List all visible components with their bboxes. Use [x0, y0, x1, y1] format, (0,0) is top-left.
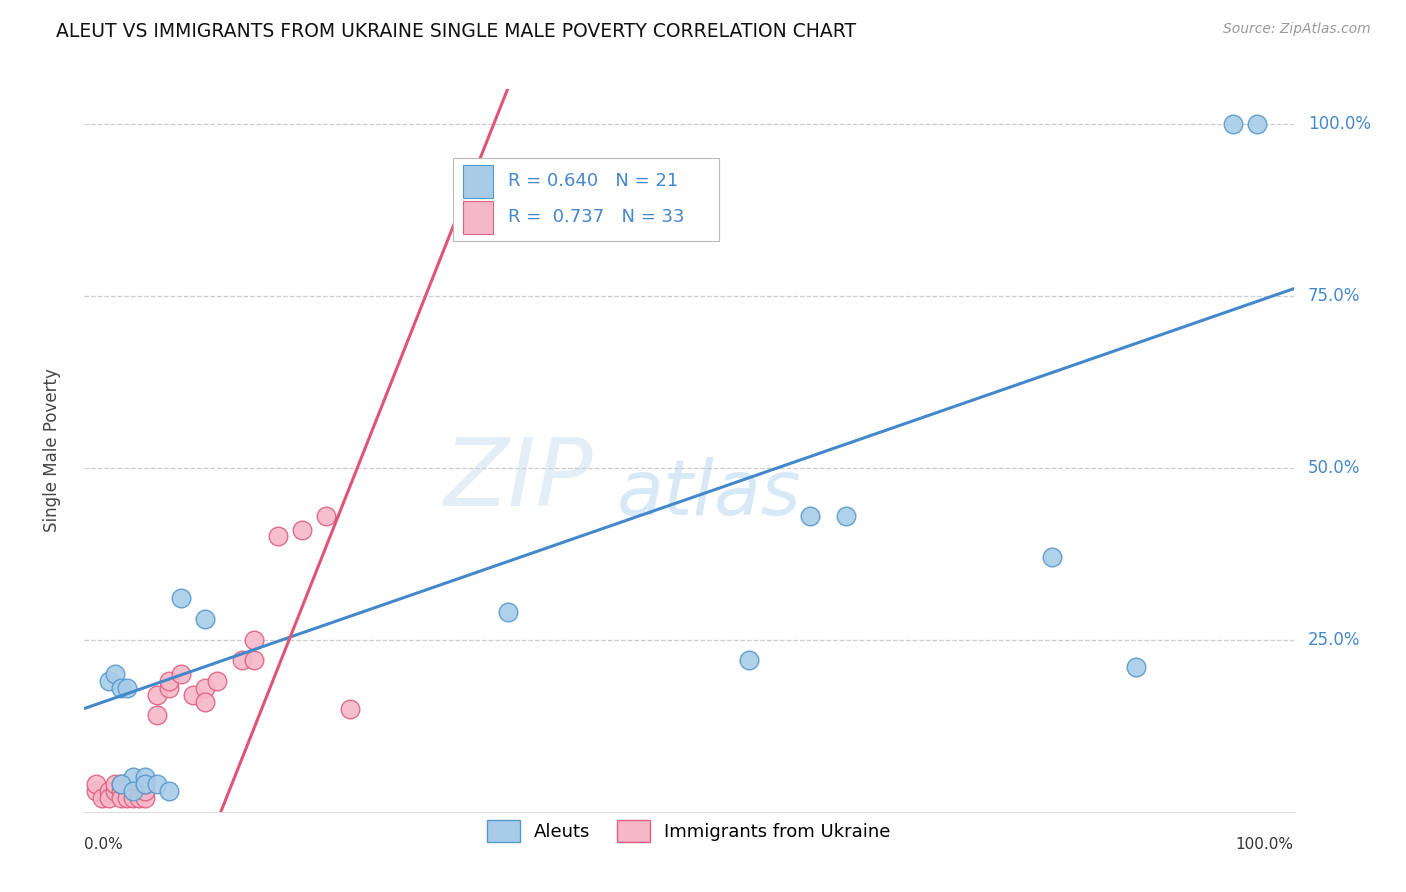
Text: 25.0%: 25.0%: [1308, 631, 1361, 648]
Point: [97, 784, 120, 798]
Text: R = 0.640   N = 21: R = 0.640 N = 21: [508, 172, 678, 190]
Point: [799, 508, 821, 523]
Point: [1040, 550, 1063, 565]
Point: [91, 791, 114, 805]
Point: [121, 784, 143, 798]
Text: 100.0%: 100.0%: [1236, 837, 1294, 852]
Text: 0.0%: 0.0%: [84, 837, 124, 852]
Point: [134, 770, 156, 784]
Point: [835, 508, 858, 523]
Point: [157, 784, 180, 798]
Text: 100.0%: 100.0%: [1308, 114, 1371, 133]
FancyBboxPatch shape: [463, 165, 494, 197]
Point: [496, 605, 519, 619]
Point: [181, 688, 204, 702]
Point: [146, 777, 169, 791]
Point: [157, 673, 180, 688]
Text: atlas: atlas: [616, 457, 801, 531]
Point: [134, 784, 156, 798]
FancyBboxPatch shape: [463, 202, 494, 234]
Point: [86, 784, 108, 798]
Point: [86, 777, 108, 791]
Point: [134, 777, 156, 791]
Point: [242, 653, 264, 667]
Point: [110, 777, 132, 791]
Point: [170, 667, 193, 681]
Point: [121, 770, 143, 784]
Point: [121, 791, 143, 805]
Point: [104, 667, 127, 681]
Point: [146, 708, 169, 723]
Point: [291, 523, 314, 537]
Point: [110, 681, 132, 695]
Point: [104, 777, 127, 791]
Text: ZIP: ZIP: [443, 434, 592, 524]
Text: ALEUT VS IMMIGRANTS FROM UKRAINE SINGLE MALE POVERTY CORRELATION CHART: ALEUT VS IMMIGRANTS FROM UKRAINE SINGLE …: [56, 22, 856, 41]
Point: [121, 784, 143, 798]
Point: [115, 681, 138, 695]
Y-axis label: Single Male Poverty: Single Male Poverty: [42, 368, 60, 533]
Text: R =  0.737   N = 33: R = 0.737 N = 33: [508, 209, 685, 227]
Point: [115, 791, 138, 805]
Text: 75.0%: 75.0%: [1308, 286, 1361, 305]
Point: [134, 777, 156, 791]
Point: [128, 791, 150, 805]
Point: [104, 784, 127, 798]
Point: [134, 791, 156, 805]
Point: [194, 681, 217, 695]
Point: [157, 681, 180, 695]
Point: [207, 673, 229, 688]
Point: [97, 791, 120, 805]
Point: [110, 784, 132, 798]
Point: [170, 591, 193, 606]
Point: [242, 632, 264, 647]
Legend: Aleuts, Immigrants from Ukraine: Aleuts, Immigrants from Ukraine: [479, 814, 898, 850]
Point: [194, 695, 217, 709]
Point: [1125, 660, 1147, 674]
Point: [267, 529, 290, 543]
FancyBboxPatch shape: [453, 158, 720, 241]
Point: [738, 653, 761, 667]
Point: [146, 688, 169, 702]
Point: [1222, 117, 1244, 131]
Text: Source: ZipAtlas.com: Source: ZipAtlas.com: [1223, 22, 1371, 37]
Text: 50.0%: 50.0%: [1308, 458, 1361, 476]
Point: [194, 612, 217, 626]
Point: [1246, 117, 1268, 131]
Point: [339, 701, 361, 715]
Point: [110, 777, 132, 791]
Point: [110, 791, 132, 805]
Point: [315, 508, 337, 523]
Point: [97, 673, 120, 688]
Point: [231, 653, 253, 667]
